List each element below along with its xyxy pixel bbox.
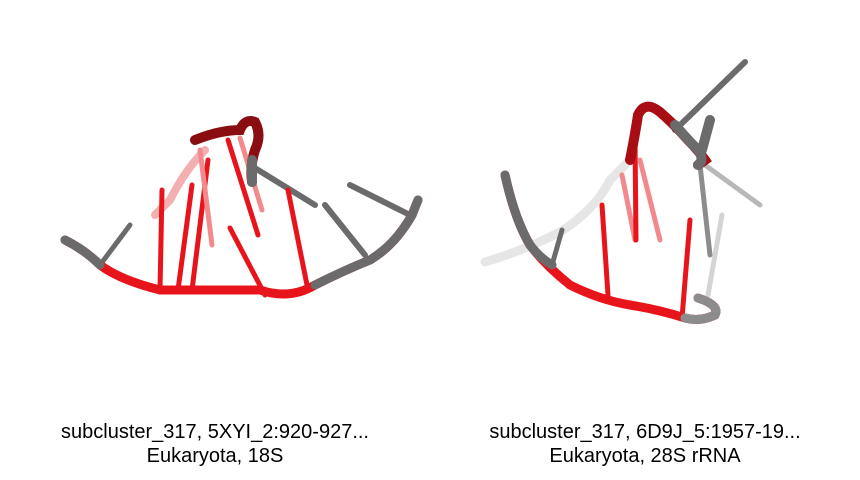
caption-right: subcluster_317, 6D9J_5:1957-19... Eukary… xyxy=(430,420,860,468)
base-left-11 xyxy=(227,225,268,298)
structure-panel-left: subcluster_317, 5XYI_2:920-927... Eukary… xyxy=(0,116,430,468)
structure-panel-right: subcluster_317, 6D9J_5:1957-19... Eukary… xyxy=(430,0,860,480)
caption-right-line1: subcluster_317, 6D9J_5:1957-19... xyxy=(489,421,801,443)
base-right-6 xyxy=(599,202,611,298)
base-left-6 xyxy=(175,182,195,293)
base-right-1 xyxy=(672,59,748,133)
caption-left: subcluster_317, 5XYI_2:920-927... Eukary… xyxy=(0,420,430,468)
base-left-2 xyxy=(247,162,318,208)
base-left-8 xyxy=(197,147,215,248)
base-right-10 xyxy=(679,217,693,321)
base-right-3 xyxy=(702,162,763,208)
rna-structure-render-left xyxy=(60,116,423,299)
backbone-faded-right xyxy=(480,155,635,267)
rna-structure-render-right xyxy=(480,59,763,324)
backbone-left-grey-end xyxy=(310,195,423,290)
backbone-right-grey-end xyxy=(680,293,721,324)
base-right-4 xyxy=(705,212,725,298)
backbone-right-grey-start xyxy=(500,170,557,270)
base-left-3 xyxy=(322,202,368,258)
loop-right-grey xyxy=(670,115,715,170)
caption-left-line2: Eukaryota, 18S xyxy=(146,445,284,467)
base-left-1 xyxy=(97,222,133,268)
caption-left-line1: subcluster_317, 5XYI_2:920-927... xyxy=(61,421,369,443)
backbone-left-grey-start xyxy=(60,235,105,270)
base-left-12 xyxy=(285,187,311,293)
base-right-7 xyxy=(619,172,638,243)
base-left-5 xyxy=(157,187,165,293)
base-left-9 xyxy=(225,137,261,238)
base-right-9 xyxy=(637,157,663,243)
base-right-5 xyxy=(549,227,565,268)
base-right-2 xyxy=(697,162,713,258)
caption-right-line2: Eukaryota, 28S rRNA xyxy=(549,445,741,467)
base-left-4 xyxy=(347,182,413,218)
